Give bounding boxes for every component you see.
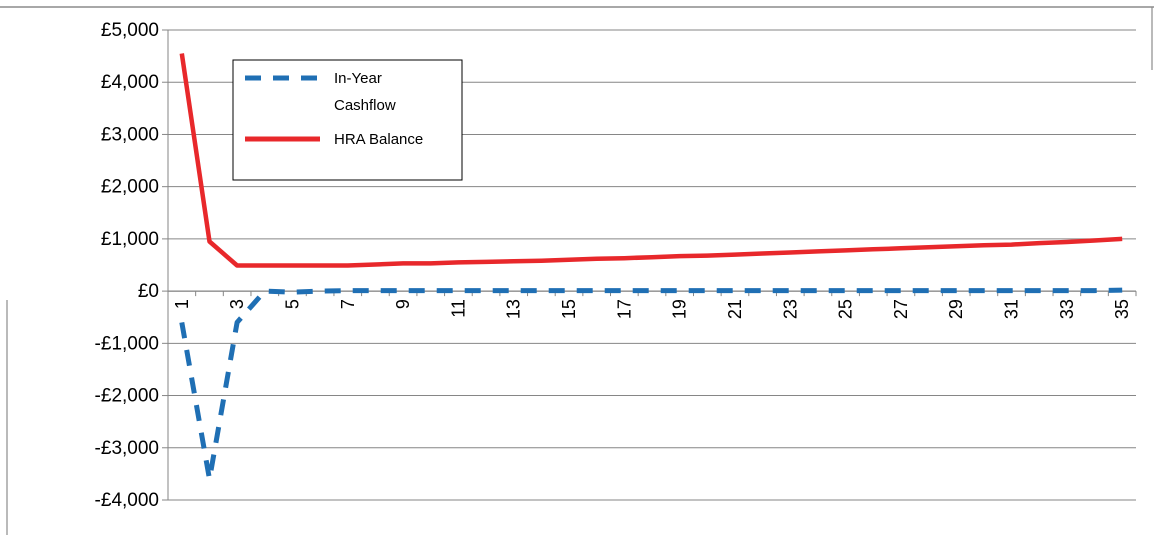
legend-label-hra-balance: HRA Balance bbox=[334, 131, 423, 148]
x-tick-label: 13 bbox=[504, 299, 524, 319]
x-tick-label: 35 bbox=[1112, 299, 1132, 319]
x-tick-label: 33 bbox=[1057, 299, 1077, 319]
y-tick-label: £1,000 bbox=[101, 229, 159, 250]
y-tick-label: £2,000 bbox=[101, 177, 159, 198]
x-tick-label: 27 bbox=[891, 299, 911, 319]
x-tick-label: 9 bbox=[393, 299, 413, 309]
y-tick-label: £0 bbox=[138, 281, 159, 302]
x-tick-label: 7 bbox=[338, 299, 358, 309]
y-tick-label: £4,000 bbox=[101, 72, 159, 93]
y-tick-label: £5,000 bbox=[101, 20, 159, 41]
series-line-in-year-cashflow bbox=[179, 287, 1123, 482]
series-lines bbox=[179, 53, 1123, 482]
y-tick-label: -£3,000 bbox=[95, 438, 159, 459]
y-tick-label: -£1,000 bbox=[95, 333, 159, 354]
x-tick-label: 1 bbox=[172, 299, 192, 309]
series-line-hra-balance bbox=[179, 53, 1123, 268]
y-tick-label: -£2,000 bbox=[95, 386, 159, 407]
y-tick-label: £3,000 bbox=[101, 124, 159, 145]
y-axis-tick-labels: £5,000 £4,000 £3,000 £2,000 £1,000 £0 -£1,000 -… bbox=[95, 20, 159, 511]
x-tick-label: 23 bbox=[780, 299, 800, 319]
legend: In-Year Cashflow HRA Balance bbox=[232, 59, 463, 181]
legend-label-in-year-cashflow-line1: In-Year bbox=[334, 70, 382, 87]
x-tick-label: 5 bbox=[282, 299, 302, 309]
legend-box bbox=[232, 59, 463, 181]
x-tick-label: 29 bbox=[946, 299, 966, 319]
x-tick-label: 3 bbox=[227, 299, 247, 309]
x-tick-label: 21 bbox=[725, 299, 745, 319]
x-axis-tick-labels: 1 3 5 7 9 11 13 15 17 19 21 23 25 27 29 31 33 35 bbox=[172, 299, 1132, 319]
y-tick-label: -£4,000 bbox=[95, 490, 159, 511]
x-tick-label: 19 bbox=[670, 299, 690, 319]
legend-label-in-year-cashflow-line2: Cashflow bbox=[334, 97, 396, 114]
x-tick-label: 15 bbox=[559, 299, 579, 319]
x-tick-label: 31 bbox=[1002, 299, 1022, 319]
x-tick-label: 17 bbox=[614, 299, 634, 319]
x-tick-label: 11 bbox=[448, 299, 468, 318]
x-tick-label: 25 bbox=[836, 299, 856, 319]
